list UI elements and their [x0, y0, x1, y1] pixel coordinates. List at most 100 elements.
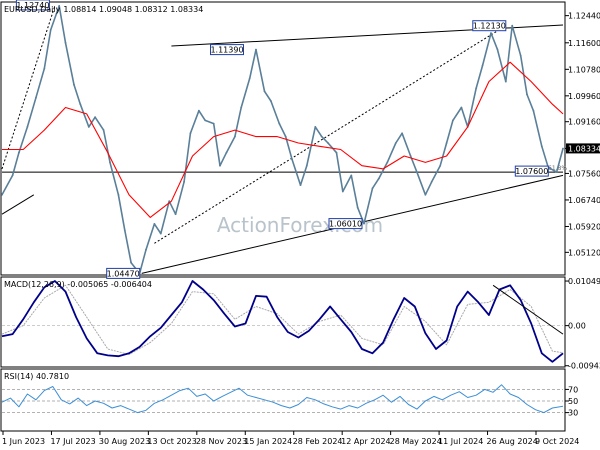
- rsi-panel: 70 50 30: [1, 384, 578, 418]
- price-point: [174, 213, 177, 216]
- price-point: [183, 180, 186, 183]
- price-point: [481, 64, 484, 67]
- price-point: [327, 142, 329, 144]
- rsi-tick-label: 70: [568, 385, 578, 394]
- level-label: 1.04470: [107, 269, 140, 278]
- price-tick-label: 1.09160: [568, 118, 600, 127]
- rsi-label: RSI(14) 40.7810: [4, 372, 69, 381]
- level-label-box: [106, 267, 141, 279]
- price-point: [490, 32, 492, 34]
- price-point: [234, 135, 236, 138]
- level-label-box: [328, 218, 363, 230]
- price-point: [204, 119, 207, 122]
- price-point: [26, 126, 29, 128]
- price-point: [511, 24, 514, 27]
- level-label-box: [514, 165, 549, 177]
- rsi-panel-frame: [0, 368, 566, 432]
- price-point: [43, 67, 46, 70]
- price-point: [240, 106, 243, 109]
- x-tick-label: 11 Jul 2024: [438, 437, 483, 446]
- price-point: [394, 142, 397, 144]
- price-point: [371, 187, 374, 190]
- price-point: [73, 83, 75, 86]
- price-point: [18, 151, 20, 154]
- level-label-box: [472, 20, 507, 32]
- price-point: [519, 54, 522, 57]
- price-point: [248, 77, 251, 80]
- macd-tick-label: 0.00: [568, 322, 586, 331]
- price-point: [159, 232, 162, 235]
- macd-tick-label: 0.01049: [568, 277, 600, 286]
- price-panel: 1.12440 1.11600 1.10780 1.09960 1.09160 1.083…: [1, 0, 600, 279]
- price-point: [555, 171, 558, 174]
- price-tick-label: 1.09960: [568, 92, 600, 101]
- price-point: [460, 106, 463, 109]
- price-point: [255, 48, 257, 51]
- x-tick-label: 13 Oct 2023: [147, 437, 196, 446]
- price-point: [145, 248, 147, 251]
- price-point: [35, 96, 37, 99]
- price-point: [189, 132, 192, 135]
- macd-panel: 0.01049 0.00 -0.009435: [1, 277, 600, 371]
- price-point: [291, 158, 293, 161]
- level-label: 1.12130: [473, 22, 506, 31]
- price-point: [11, 174, 14, 177]
- price-point: [49, 29, 52, 31]
- price-point: [270, 100, 272, 102]
- price-point: [377, 177, 380, 180]
- price-point: [219, 164, 221, 167]
- price-point: [526, 93, 528, 96]
- price-point: [320, 135, 323, 138]
- macd-line: [1, 280, 564, 363]
- level-label-box: [210, 44, 244, 56]
- price-point: [130, 261, 133, 264]
- price-panel-frame: [0, 1, 566, 276]
- price-point: [350, 174, 353, 177]
- price-point: [335, 151, 338, 154]
- x-tick-label: 28 May 2024: [390, 437, 442, 446]
- x-tick-label: 30 Aug 2023: [99, 437, 150, 446]
- level-label-box: [15, 0, 50, 11]
- price-point: [212, 122, 215, 125]
- price-point: [299, 184, 302, 187]
- price-point: [284, 135, 287, 138]
- price-point: [1, 193, 3, 196]
- price-point: [94, 116, 96, 119]
- price-point: [225, 151, 228, 154]
- price-tick-label: 1.07560: [568, 169, 600, 178]
- price-point: [416, 171, 418, 174]
- x-tick-label: 17 Jul 2023: [50, 437, 95, 446]
- level-label: 1.07600: [515, 167, 548, 176]
- price-point: [314, 126, 317, 128]
- x-tick-label: 26 Aug 2024: [487, 437, 538, 446]
- dotted-channel-line: [154, 25, 507, 244]
- price-point: [109, 161, 111, 164]
- price-tick-label: 1.06740: [568, 196, 600, 205]
- price-point: [430, 180, 433, 183]
- price-point: [386, 161, 389, 164]
- x-tick-label: 28 Feb 2024: [293, 437, 343, 446]
- price-point: [64, 41, 67, 44]
- price-point: [58, 5, 61, 7]
- price-point: [496, 48, 499, 51]
- trendline: [1, 194, 35, 215]
- price-tick-label: 1.05120: [568, 248, 600, 257]
- price-point: [117, 193, 120, 196]
- current-price-label: 1.08334: [568, 144, 600, 153]
- price-tick-label: 1.12440: [568, 12, 600, 21]
- x-tick-label: 28 Nov 2023: [196, 437, 247, 446]
- moving-average-line: [2, 61, 564, 218]
- price-point: [305, 164, 308, 167]
- ohlc-values: 1.08814 1.09048 1.08312 1.08334: [63, 5, 203, 14]
- price-point: [445, 142, 448, 144]
- price-tick-label: 1.11600: [568, 39, 600, 48]
- price-point: [562, 147, 564, 150]
- price-point: [504, 80, 507, 83]
- x-tick-label: 9 Oct 2024: [535, 437, 579, 446]
- macd-panel-frame: [0, 276, 566, 368]
- price-tick-label: 1.10780: [568, 65, 600, 74]
- macd-label: MACD(12,26,9) -0.005065 -0.006404: [4, 280, 152, 289]
